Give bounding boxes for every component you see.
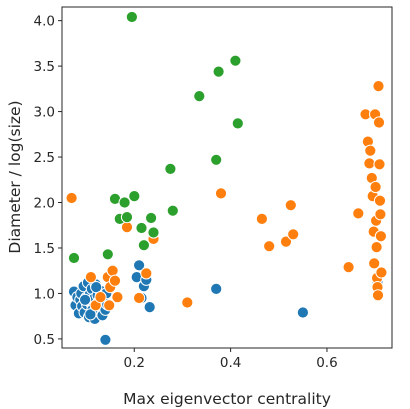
data-point-s2-9 (137, 239, 150, 252)
data-point-s1-30 (368, 257, 381, 270)
y-tick-label: 1.0 (34, 286, 55, 302)
data-point-s0-44 (296, 306, 309, 319)
data-point-s2-8 (135, 221, 148, 235)
data-point-s1-16 (255, 212, 268, 225)
plot-frame (61, 6, 393, 349)
y-tick-label: 4.0 (34, 14, 55, 30)
data-point-s1-44 (375, 266, 388, 279)
data-point-s1-11 (133, 291, 146, 305)
data-point-s1-34 (370, 241, 383, 254)
data-point-s1-1 (84, 271, 98, 284)
x-axis-label: Max eigenvector centrality (123, 390, 331, 408)
data-point-s1-15 (214, 187, 228, 200)
data-point-s1-43 (374, 230, 387, 243)
data-point-s1-38 (372, 80, 385, 93)
data-point-s1-42 (374, 208, 387, 221)
data-point-s2-4 (118, 196, 131, 209)
y-tick-label: 0.5 (34, 332, 55, 348)
data-point-s0-43 (210, 282, 223, 295)
data-point-s2-11 (147, 226, 160, 239)
data-point-s2-5 (120, 211, 134, 224)
data-point-s1-14 (181, 296, 194, 309)
x-tick-label: 0.4 (220, 355, 241, 371)
data-point-s0-38 (133, 259, 146, 272)
data-point-s2-6 (125, 10, 138, 24)
data-point-s2-15 (210, 153, 223, 166)
data-point-s1-18 (279, 235, 293, 248)
data-point-s2-10 (145, 211, 158, 225)
data-point-s2-14 (193, 90, 206, 103)
y-tick-label: 3.5 (34, 59, 55, 75)
data-point-s1-25 (363, 157, 376, 170)
y-tick-label: 3.0 (34, 105, 55, 121)
data-point-s0-35 (84, 308, 97, 321)
data-point-s1-22 (352, 207, 365, 220)
data-point-s1-20 (287, 228, 300, 241)
data-point-s1-12 (140, 267, 153, 280)
y-axis-label: Diameter / log(size) (6, 100, 24, 253)
data-point-s1-26 (364, 144, 377, 157)
data-point-s1-8 (108, 274, 122, 287)
data-point-s1-3 (94, 291, 107, 304)
data-point-s1-37 (371, 289, 385, 302)
data-point-s1-21 (342, 261, 355, 274)
data-point-s1-39 (372, 116, 386, 129)
data-point-s1-0 (65, 191, 78, 205)
data-point-s0-36 (99, 333, 112, 346)
data-point-s2-18 (231, 117, 244, 130)
data-point-s1-9 (111, 291, 124, 304)
data-point-s2-0 (67, 251, 81, 265)
data-point-s1-19 (284, 199, 297, 212)
y-tick-label: 2.5 (34, 150, 55, 166)
data-point-s2-13 (166, 204, 179, 217)
data-point-s1-41 (373, 194, 387, 207)
data-point-s1-17 (263, 240, 276, 253)
data-point-s1-32 (369, 180, 382, 194)
data-point-s0-32 (79, 293, 92, 306)
data-point-s2-1 (101, 248, 114, 261)
data-point-s2-16 (212, 65, 225, 78)
data-point-s1-7 (106, 264, 119, 277)
data-point-s1-5 (103, 299, 116, 312)
y-tick-label: 1.5 (34, 241, 55, 257)
x-tick-label: 0.6 (316, 355, 337, 371)
x-tick-label: 0.2 (124, 355, 145, 371)
x-ticks: 0.2 0.4 0.6 (124, 348, 338, 371)
data-point-s1-40 (373, 158, 386, 171)
data-point-s0-34 (90, 281, 103, 294)
y-ticks: 0.5 1.0 1.5 2.0 2.5 3.0 3.5 4.0 (34, 14, 62, 348)
plot-points (65, 10, 388, 346)
y-tick-label: 2.0 (34, 196, 55, 212)
data-point-s2-17 (229, 54, 242, 67)
data-point-s2-12 (164, 162, 177, 175)
data-point-s0-42 (143, 301, 156, 314)
data-point-s2-7 (128, 190, 141, 203)
